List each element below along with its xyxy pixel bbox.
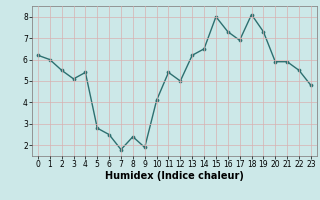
X-axis label: Humidex (Indice chaleur): Humidex (Indice chaleur): [105, 171, 244, 181]
